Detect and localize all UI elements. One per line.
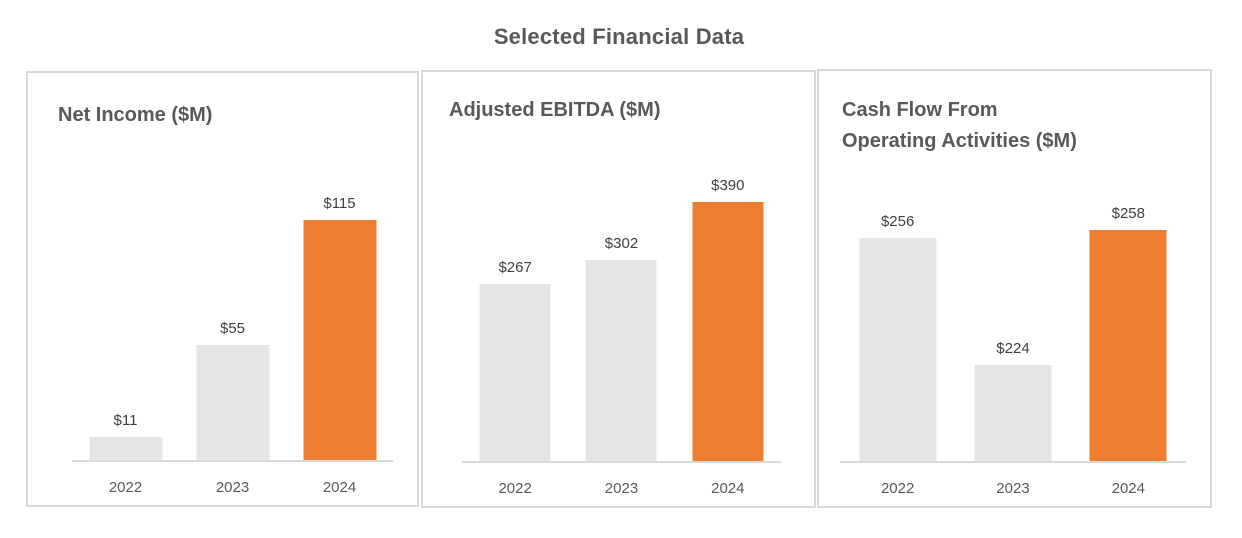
category-axis-labels: 2022 2023 2024 <box>840 480 1186 497</box>
bar-column-2023: $224 <box>955 196 1070 463</box>
plot-area: $256 $224 $258 <box>840 196 1186 463</box>
category-label: 2023 <box>215 479 250 496</box>
bar-2024 <box>303 220 376 460</box>
bar-2024 <box>1089 230 1167 461</box>
plot-area: $267 $302 $390 <box>462 177 781 463</box>
category-label: 2022 <box>108 479 143 496</box>
category-axis-labels: 2022 2023 2024 <box>72 479 393 496</box>
chart-panel-adjusted-ebitda-m: Adjusted EBITDA ($M) $267 $302 $390 2022 2023… <box>421 70 816 508</box>
bar-column-2023: $302 <box>568 197 674 463</box>
bar-2023 <box>196 345 269 460</box>
bar-2022 <box>89 437 162 460</box>
chart-title: Cash Flow From Operating Activities ($M) <box>842 99 1077 152</box>
category-label: 2023 <box>604 480 639 497</box>
data-label: $115 <box>323 195 356 212</box>
category-label: 2024 <box>711 480 745 497</box>
bar-column-2024: $115 <box>286 195 393 462</box>
chart-panel-net-income-m: Net Income ($M) $11 $55 $115 2022 2023 2024 <box>26 71 419 507</box>
bar-column-2023: $55 <box>179 198 286 462</box>
category-label: 2022 <box>880 480 915 497</box>
x-axis-line <box>840 461 1186 463</box>
bar-column-2024: $258 <box>1071 196 1186 463</box>
chart-title: Adjusted EBITDA ($M) <box>449 99 661 121</box>
data-label: $390 <box>711 177 745 194</box>
plot-area: $11 $55 $115 <box>72 195 393 462</box>
category-axis-labels: 2022 2023 2024 <box>462 480 781 497</box>
x-axis-line <box>72 460 393 462</box>
x-axis-line <box>462 461 781 463</box>
bar-2022 <box>479 284 551 461</box>
data-label: $11 <box>113 412 138 429</box>
chart-title: Net Income ($M) <box>58 104 213 126</box>
bar-column-2022: $256 <box>840 196 955 463</box>
category-label: 2023 <box>996 480 1030 497</box>
bar-2024 <box>692 202 764 461</box>
bar-column-2024: $390 <box>675 177 781 463</box>
category-label: 2024 <box>1111 480 1145 497</box>
bar-column-2022: $267 <box>462 197 568 463</box>
data-label: $267 <box>498 259 532 276</box>
page-title: Selected Financial Data <box>493 24 745 49</box>
bar-2022 <box>859 238 937 461</box>
category-label: 2024 <box>322 479 357 496</box>
data-label: $302 <box>604 235 639 252</box>
bar-2023 <box>585 260 657 461</box>
chart-panel-cash-flow-from: Cash Flow From Operating Activities ($M)… <box>817 69 1212 508</box>
data-label: $256 <box>880 213 915 230</box>
bar-2023 <box>974 365 1052 461</box>
bar-column-2022: $11 <box>72 198 179 462</box>
category-label: 2022 <box>498 480 532 497</box>
data-label: $224 <box>996 340 1030 357</box>
data-label: $55 <box>219 320 246 337</box>
data-label: $258 <box>1111 205 1145 222</box>
